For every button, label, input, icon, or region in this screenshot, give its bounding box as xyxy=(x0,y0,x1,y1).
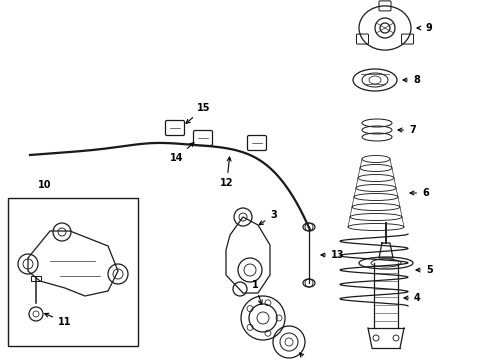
Text: 12: 12 xyxy=(220,157,234,188)
Text: 1: 1 xyxy=(252,280,262,304)
Text: 8: 8 xyxy=(403,75,420,85)
Bar xyxy=(31,276,41,281)
Text: 13: 13 xyxy=(321,250,344,260)
Text: 9: 9 xyxy=(417,23,432,33)
Text: 3: 3 xyxy=(259,210,277,225)
Text: 14: 14 xyxy=(170,143,194,163)
Text: 15: 15 xyxy=(186,103,211,123)
Text: 7: 7 xyxy=(398,125,416,135)
Text: 10: 10 xyxy=(38,180,51,190)
Text: 6: 6 xyxy=(410,188,429,198)
Text: 2: 2 xyxy=(300,353,314,360)
Text: 4: 4 xyxy=(404,293,421,303)
Bar xyxy=(8,198,138,346)
Text: 5: 5 xyxy=(416,265,433,275)
Text: 11: 11 xyxy=(45,313,72,327)
